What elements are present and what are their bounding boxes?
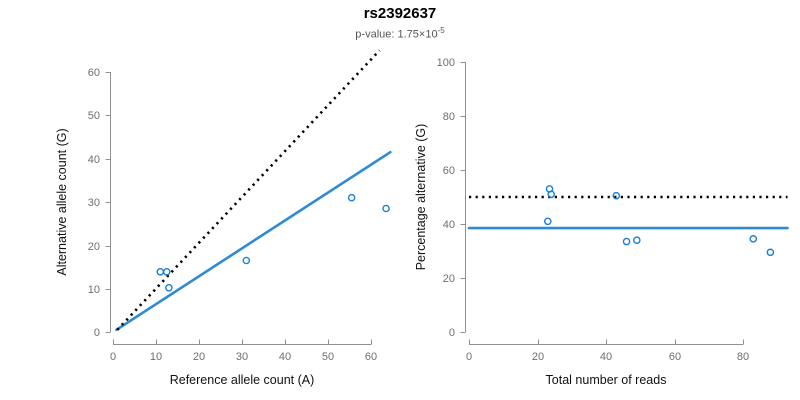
right-x-axis: 0 20 40 60 80 Total number of reads [466,339,749,387]
right-x-ticklabel-20: 20 [532,351,544,363]
left-x-ticklabel-10: 10 [150,351,162,363]
left-data-layer [115,49,392,332]
right-y-axis-title: Percentage alternative (G) [414,124,428,271]
right-scatter-panel: 0 20 40 60 80 100 Percentage alternative… [400,0,800,400]
left-panel-fit-line [115,150,392,332]
left-panel-data-point [382,204,390,213]
right-y-ticklabel-20: 20 [443,273,455,285]
left-y-ticklabel-40: 40 [88,154,100,166]
left-x-ticklabel-40: 40 [279,351,291,363]
left-x-axis: 0 10 20 30 40 50 60 Reference allele cou… [110,339,377,387]
pvalue-exponent: -5 [437,26,445,35]
left-panel-data-point [162,267,171,276]
right-data-layer [467,185,789,257]
figure-subtitle: p-value: 1.75×10-5 [0,26,800,41]
left-panel-data-point [165,283,173,292]
left-panel-data-point [347,193,356,202]
left-y-ticklabel-30: 30 [88,197,100,209]
left-panel-data-point [156,267,165,276]
right-panel-data-point [749,235,758,243]
right-panel-data-point [543,217,552,226]
right-y-axis: 0 20 40 60 80 100 Percentage alternative… [414,57,466,339]
right-x-ticklabel-60: 60 [669,351,681,363]
left-scatter-panel: 0 10 20 30 40 50 60 Alternative allele c… [55,49,392,387]
left-panel-data-point [242,256,251,265]
right-x-ticklabel-40: 40 [600,351,612,363]
right-y-ticklabel-100: 100 [437,57,455,69]
right-panel-data-point [633,236,641,244]
right-x-ticklabel-80: 80 [737,351,749,363]
right-y-ticklabel-80: 80 [443,111,455,123]
right-plot-svg: 0 20 40 60 80 100 Percentage alternative… [414,57,789,387]
right-panel-data-point [622,237,631,246]
left-y-ticklabel-20: 20 [88,241,100,253]
left-y-ticklabel-0: 0 [94,327,100,339]
left-y-ticklabel-10: 10 [88,284,100,296]
left-x-ticklabel-30: 30 [236,351,248,363]
left-y-axis-title: Alternative allele count (G) [55,128,69,275]
right-x-ticklabel-0: 0 [466,351,472,363]
left-x-axis-title: Reference allele count (A) [170,373,315,387]
left-x-ticklabel-20: 20 [193,351,205,363]
right-panel-data-point [766,248,775,257]
right-y-ticklabel-40: 40 [443,219,455,231]
right-y-ticklabel-0: 0 [449,327,455,339]
right-panel-data-point [612,191,621,200]
left-y-axis: 0 10 20 30 40 50 60 Alternative allele c… [55,67,111,339]
pvalue-text: p-value: 1.75×10 [355,28,438,41]
left-y-ticklabel-60: 60 [88,67,100,79]
right-y-ticklabel-60: 60 [443,165,455,177]
left-x-ticklabel-0: 0 [110,351,116,363]
left-y-ticklabel-50: 50 [88,110,100,122]
left-x-ticklabel-50: 50 [322,351,334,363]
right-x-axis-title: Total number of reads [546,373,667,387]
left-x-ticklabel-60: 60 [365,351,377,363]
right-panel-data-point [547,190,555,199]
left-plot-svg: 0 10 20 30 40 50 60 Alternative allele c… [55,49,392,387]
left-panel-reference-line [116,49,381,331]
figure-title: rs2392637 [363,5,437,22]
